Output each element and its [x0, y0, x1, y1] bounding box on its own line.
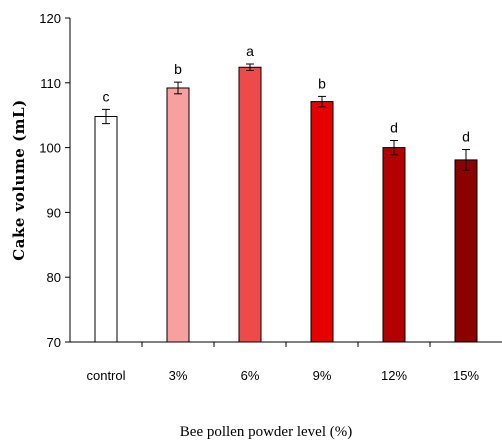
significance-letters-group: c b a b d d	[103, 43, 470, 145]
bar-1	[166, 87, 190, 343]
x-tick-label-4: 12%	[381, 368, 407, 383]
bar-4	[382, 147, 406, 343]
x-tick-label-2: 6%	[241, 368, 260, 383]
bar-0	[94, 115, 118, 343]
y-tick-label-0: 70	[47, 335, 61, 350]
bar-2	[238, 66, 262, 343]
x-tick-label-0: control	[86, 368, 125, 383]
bar-5	[454, 159, 478, 343]
y-tick-label-1: 80	[47, 270, 61, 285]
significance-letter-0: c	[103, 88, 110, 104]
x-ticks-group: control 3% 6% 9% 12% 15%	[86, 342, 479, 383]
error-bars-group	[102, 63, 470, 171]
bars-group	[94, 66, 478, 343]
y-tick-label-5: 120	[39, 11, 61, 26]
x-tick-label-5: 15%	[453, 368, 479, 383]
significance-letter-5: d	[462, 129, 470, 145]
x-axis-label: Bee pollen powder level (%)	[180, 424, 352, 440]
significance-letter-4: d	[390, 119, 398, 135]
significance-letter-1: b	[174, 61, 182, 77]
bar-3	[310, 101, 334, 343]
y-ticks-group: 70 80 90 100 110 120	[39, 11, 70, 350]
x-tick-label-3: 9%	[313, 368, 332, 383]
y-tick-label-4: 110	[40, 76, 61, 91]
x-tick-label-1: 3%	[169, 368, 188, 383]
significance-letter-3: b	[318, 75, 326, 91]
y-axis-label: Cake volume (mL)	[10, 99, 28, 260]
y-tick-label-3: 100	[39, 141, 61, 156]
y-tick-label-2: 90	[47, 205, 61, 220]
significance-letter-2: a	[246, 43, 254, 59]
